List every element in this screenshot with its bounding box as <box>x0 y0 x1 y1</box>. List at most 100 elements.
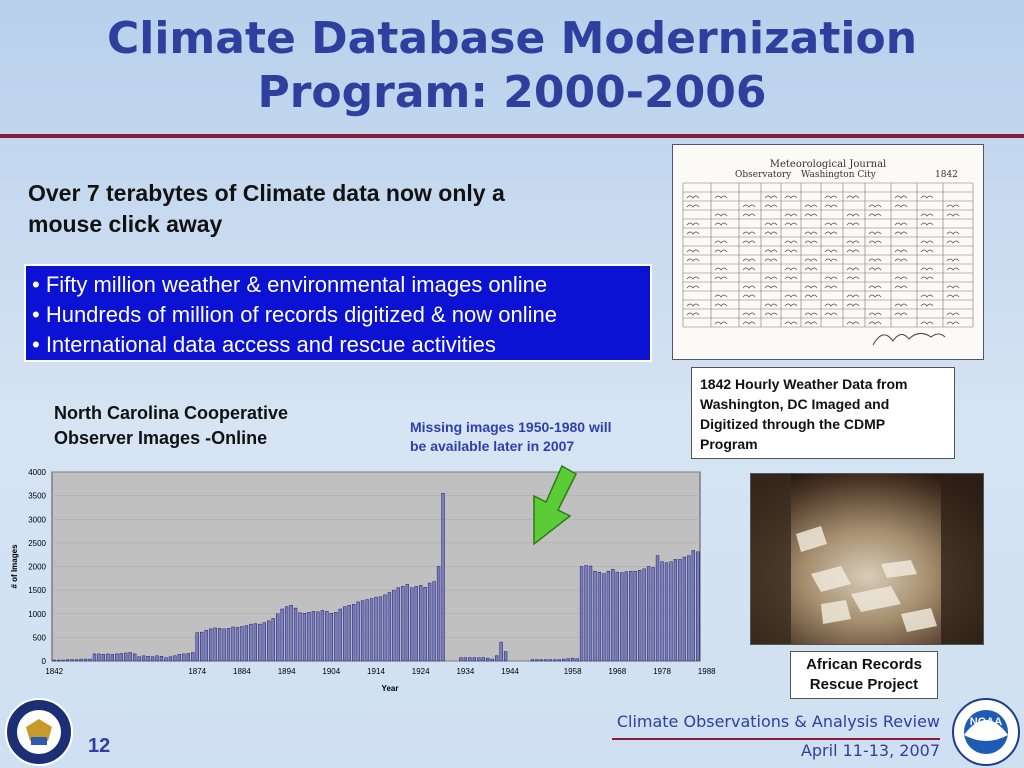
bar <box>289 605 293 662</box>
bar <box>637 570 642 662</box>
bar <box>70 659 74 662</box>
bar <box>369 598 374 662</box>
department-of-commerce-seal-icon <box>5 698 73 766</box>
bar <box>133 653 137 662</box>
bar <box>490 658 494 662</box>
bar <box>298 612 302 662</box>
bar <box>682 556 687 662</box>
bar <box>696 551 700 662</box>
bar <box>365 599 369 662</box>
bar <box>378 596 383 662</box>
x-tick-label: 1924 <box>412 667 430 676</box>
bar <box>159 656 164 662</box>
journal-caption: 1842 Hourly Weather Data from Washington… <box>691 367 955 459</box>
bar <box>356 601 360 662</box>
bar <box>584 565 588 662</box>
bar <box>271 618 275 662</box>
bar <box>535 659 539 662</box>
bar <box>249 623 253 662</box>
bar <box>624 571 628 662</box>
slide-title: Climate Database Modernization Program: … <box>0 12 1024 120</box>
bar <box>597 571 602 662</box>
bar <box>468 657 472 662</box>
bar <box>258 623 262 662</box>
slide-subtitle: Over 7 terabytes of Climate data now onl… <box>28 178 648 240</box>
bar <box>208 628 213 662</box>
bar <box>146 656 150 662</box>
bar <box>544 659 548 662</box>
bar <box>606 570 611 662</box>
bar <box>374 596 378 662</box>
journal-caption-line2: Washington, DC Imaged and <box>700 396 890 412</box>
bar <box>57 659 61 662</box>
footer-divider <box>612 738 940 740</box>
y-tick-label: 2500 <box>28 539 46 548</box>
bar <box>267 620 271 662</box>
bar <box>262 622 266 662</box>
y-tick-label: 1000 <box>28 610 46 619</box>
bar <box>61 659 65 662</box>
bar <box>338 608 342 662</box>
bar <box>115 653 119 662</box>
x-tick-label: 1904 <box>322 667 340 676</box>
slide-title-line2: Program: 2000-2006 <box>257 67 767 118</box>
slide-title-line1: Climate Database Modernization <box>106 13 918 64</box>
bar <box>284 606 289 662</box>
bar <box>401 586 405 662</box>
bar <box>477 657 481 662</box>
bar <box>436 566 441 662</box>
bar <box>396 587 401 662</box>
green-arrow-icon <box>533 464 577 546</box>
records-rescue-photo <box>750 473 984 645</box>
bar <box>155 655 159 662</box>
bar <box>177 654 182 662</box>
bar <box>414 586 418 662</box>
bar <box>320 610 325 662</box>
x-tick-label: 1968 <box>608 667 626 676</box>
bar <box>459 657 463 662</box>
missing-images-note: Missing images 1950-1980 will be availab… <box>410 418 680 456</box>
missing-note-line1: Missing images 1950-1980 will <box>410 419 612 435</box>
bar <box>392 589 396 662</box>
photo-caption-line2: Rescue Project <box>809 676 919 693</box>
bar <box>410 587 414 662</box>
bar <box>65 659 70 662</box>
y-tick-label: 3500 <box>28 492 46 501</box>
bar <box>562 658 566 662</box>
bar <box>351 604 356 662</box>
bar-series <box>52 493 700 662</box>
x-tick-label: 1914 <box>367 667 385 676</box>
x-tick-label: 1934 <box>456 667 474 676</box>
bar <box>217 628 222 662</box>
bar <box>383 594 387 662</box>
x-tick-label: 1842 <box>45 667 63 676</box>
bar <box>200 631 204 662</box>
bar <box>204 630 208 662</box>
bar <box>629 570 633 662</box>
bullet-item: • International data access and rescue a… <box>32 332 496 357</box>
bar <box>539 659 544 662</box>
y-tick-label: 2000 <box>28 563 46 572</box>
bar <box>642 568 646 662</box>
chart-title-line1: North Carolina Cooperative <box>54 403 289 423</box>
bar <box>620 572 624 662</box>
journal-image: Meteorological Journal Observatory Washi… <box>672 144 984 360</box>
bar <box>88 658 92 662</box>
x-axis-label: Year <box>382 684 399 693</box>
bar <box>311 611 316 662</box>
bar <box>253 623 258 662</box>
bar <box>182 653 186 662</box>
bar <box>173 655 177 662</box>
bar <box>244 625 249 662</box>
y-tick-label: 1500 <box>28 586 46 595</box>
bullet-item: • Fifty million weather & environmental … <box>32 272 548 297</box>
y-tick-label: 3000 <box>28 515 46 524</box>
bar <box>168 656 173 662</box>
bar <box>655 555 660 662</box>
bar <box>137 656 141 662</box>
journal-subheading-mid: Washington City <box>801 170 877 180</box>
bar <box>329 613 333 662</box>
y-tick-label: 500 <box>33 633 47 642</box>
bar <box>106 653 110 662</box>
bar <box>128 652 132 662</box>
